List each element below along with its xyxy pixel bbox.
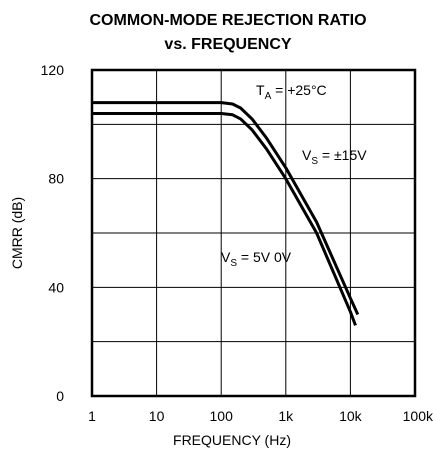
x-tick-label: 10k	[339, 408, 363, 424]
x-tick-label: 10	[149, 408, 165, 424]
plot-frame	[90, 68, 417, 398]
annotation-vs15: VS = ±15V	[302, 147, 367, 167]
y-tick-label: 80	[48, 171, 64, 187]
x-axis-label: FREQUENCY (Hz)	[173, 432, 291, 448]
x-tick-label: 1	[88, 408, 96, 424]
y-tick-label: 0	[56, 388, 64, 404]
x-tick-label: 100k	[403, 408, 433, 424]
x-tick-label: 1k	[278, 408, 294, 424]
annotation-ta: TA = +25°C	[256, 82, 327, 102]
y-axis-label: CMRR (dB)	[9, 197, 25, 269]
x-tick-label: 100	[210, 408, 234, 424]
y-tick-label: 120	[41, 62, 65, 78]
series-group	[92, 101, 360, 326]
x-axis-ticks: 1 10 100 1k 10k 100k	[88, 408, 433, 424]
series-line-1	[92, 101, 360, 316]
series-line-2	[92, 112, 357, 326]
annotation-vs5: VS = 5V 0V	[221, 249, 292, 269]
chart-title: COMMON-MODE REJECTION RATIO	[89, 12, 366, 29]
y-tick-label: 40	[48, 279, 64, 295]
y-axis-ticks: 0 40 80 120	[41, 62, 65, 404]
chart-subtitle: vs. FREQUENCY	[164, 36, 291, 53]
